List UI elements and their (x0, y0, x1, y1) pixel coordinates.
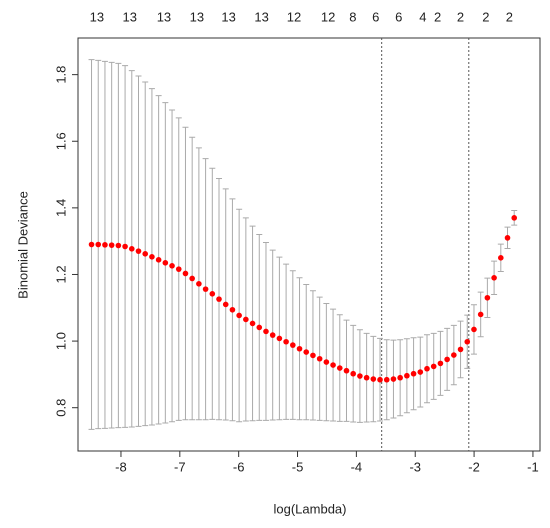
point (417, 369, 424, 375)
top-tick-label: 2 (506, 9, 513, 24)
top-tick-label: 13 (190, 9, 204, 24)
point (316, 355, 323, 362)
x-tick-label: -2 (468, 459, 480, 474)
point (290, 342, 296, 348)
point (410, 370, 417, 377)
top-tick-label: 4 (419, 9, 426, 24)
point (323, 359, 330, 365)
x-axis-label: log(Lambda) (274, 501, 347, 516)
y-tick-label: 1.4 (53, 199, 68, 217)
point (350, 370, 356, 377)
point (256, 324, 263, 331)
point (88, 241, 95, 248)
x-tick-label: -1 (527, 459, 539, 474)
top-tick-label: 8 (349, 9, 356, 24)
point (229, 306, 236, 313)
point (108, 242, 115, 248)
x-tick-label: -3 (409, 459, 421, 474)
top-tick-label: 6 (372, 9, 379, 24)
point (189, 275, 195, 282)
top-tick-label: 2 (482, 9, 489, 24)
point (404, 372, 410, 379)
point (209, 290, 216, 297)
point (437, 360, 444, 367)
y-tick-label: 0.8 (53, 399, 68, 417)
point (135, 248, 142, 254)
top-tick-label: 2 (434, 9, 441, 24)
y-tick-label: 1.6 (53, 132, 68, 150)
point (336, 365, 343, 371)
point (491, 275, 497, 281)
point (484, 294, 491, 301)
point (122, 243, 128, 250)
point (115, 242, 122, 249)
point (296, 345, 303, 352)
point (464, 338, 471, 345)
point (175, 266, 182, 272)
point (377, 376, 383, 383)
point (457, 346, 464, 353)
x-tick-label: -6 (233, 459, 245, 474)
point (310, 352, 316, 359)
plot-frame (77, 37, 541, 452)
point (397, 374, 403, 381)
y-tick-label: 1.2 (53, 265, 68, 283)
point (471, 326, 477, 333)
point (383, 376, 390, 383)
point (155, 257, 162, 263)
point (249, 320, 256, 327)
point (269, 332, 276, 338)
top-tick-label: 13 (123, 9, 137, 24)
point (357, 373, 363, 379)
point (444, 356, 450, 363)
top-tick-label: 13 (157, 9, 171, 24)
top-tick-label: 13 (221, 9, 235, 24)
point (363, 374, 370, 381)
point (149, 254, 155, 260)
point (424, 365, 430, 372)
point (162, 260, 169, 266)
point (243, 316, 249, 323)
point (128, 246, 135, 252)
point (276, 335, 283, 342)
point (182, 270, 189, 277)
y-axis-label: Binomial Deviance (15, 191, 30, 299)
x-tick-label: -7 (174, 459, 186, 474)
point (511, 215, 518, 221)
y-tick-label: 1.0 (53, 332, 68, 350)
point (477, 311, 484, 318)
point (390, 376, 397, 382)
x-tick-label: -8 (115, 459, 127, 474)
top-tick-label: 2 (457, 9, 464, 24)
point (169, 263, 175, 269)
y-tick-label: 1.8 (53, 66, 68, 84)
point (330, 362, 336, 368)
point (236, 312, 242, 319)
point (430, 363, 437, 370)
top-tick-label: 13 (90, 9, 104, 24)
top-tick-label: 13 (254, 9, 268, 24)
point (263, 328, 269, 335)
point (498, 255, 504, 261)
point (343, 367, 350, 374)
point (451, 352, 457, 358)
point (222, 301, 229, 308)
point (370, 376, 377, 382)
point (283, 338, 289, 345)
point (102, 242, 108, 248)
top-tick-label: 6 (395, 9, 402, 24)
x-tick-label: -4 (351, 459, 363, 474)
top-tick-label: 12 (321, 9, 335, 24)
x-tick-label: -5 (292, 459, 304, 474)
point (504, 235, 511, 241)
point (142, 251, 149, 257)
point (303, 349, 310, 355)
top-tick-label: 12 (287, 9, 301, 24)
point (202, 286, 209, 292)
point (95, 241, 102, 248)
point (196, 281, 202, 287)
point (216, 296, 222, 302)
